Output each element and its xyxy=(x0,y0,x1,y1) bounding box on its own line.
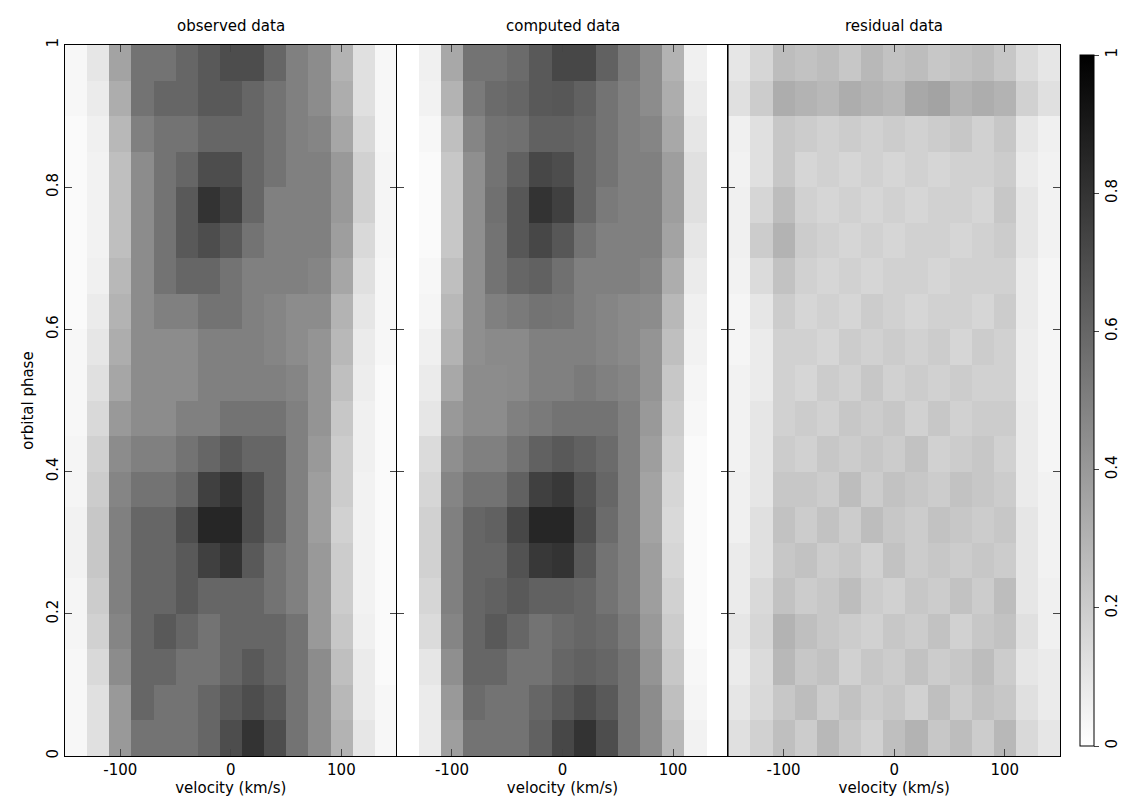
svg-text:100: 100 xyxy=(659,761,688,779)
svg-text:0: 0 xyxy=(44,749,62,759)
svg-text:-100: -100 xyxy=(435,761,469,779)
svg-text:0: 0 xyxy=(226,761,236,779)
svg-text:100: 100 xyxy=(327,761,356,779)
svg-text:computed data: computed data xyxy=(506,17,620,35)
svg-text:velocity (km/s): velocity (km/s) xyxy=(175,779,286,797)
svg-text:0.2: 0.2 xyxy=(1103,594,1121,618)
svg-text:0.6: 0.6 xyxy=(44,315,62,339)
svg-text:observed data: observed data xyxy=(177,17,285,35)
svg-text:residual data: residual data xyxy=(845,17,943,35)
svg-text:0.8: 0.8 xyxy=(1103,179,1121,203)
svg-text:-100: -100 xyxy=(767,761,801,779)
svg-text:1: 1 xyxy=(44,38,62,48)
svg-text:0: 0 xyxy=(1103,739,1121,749)
svg-text:0: 0 xyxy=(558,761,568,779)
svg-text:velocity (km/s): velocity (km/s) xyxy=(839,779,950,797)
svg-text:0: 0 xyxy=(889,761,899,779)
svg-text:1: 1 xyxy=(1103,48,1121,58)
svg-text:orbital phase: orbital phase xyxy=(19,351,37,449)
svg-text:0.8: 0.8 xyxy=(44,173,62,197)
svg-text:100: 100 xyxy=(990,761,1019,779)
svg-text:0.4: 0.4 xyxy=(44,457,62,481)
svg-text:0.4: 0.4 xyxy=(1103,455,1121,479)
svg-text:-100: -100 xyxy=(103,761,137,779)
svg-text:0.2: 0.2 xyxy=(44,600,62,624)
svg-text:0.6: 0.6 xyxy=(1103,317,1121,341)
svg-text:velocity (km/s): velocity (km/s) xyxy=(507,779,618,797)
